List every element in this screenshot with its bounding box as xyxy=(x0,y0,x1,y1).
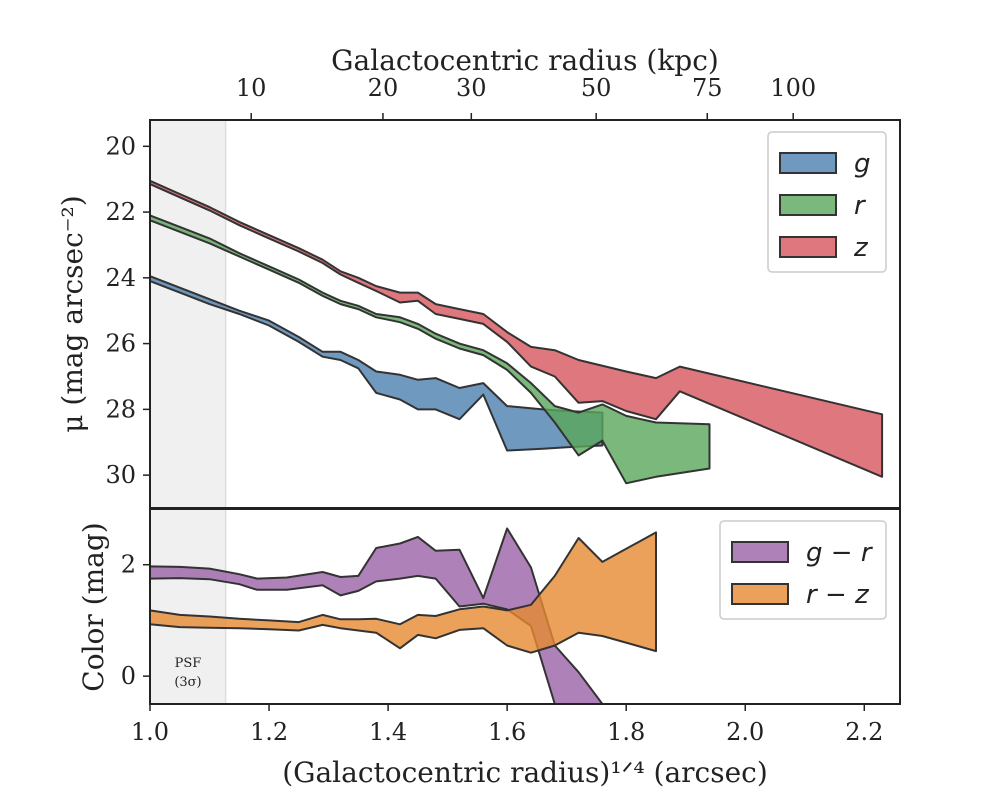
top-axis-label: Galactocentric radius (kpc) xyxy=(331,44,719,77)
top-y-tick-label: 26 xyxy=(105,330,136,358)
bottom-x-tick-label: 1.6 xyxy=(488,718,526,746)
legend-swatch xyxy=(731,583,789,605)
top-secondary-x-ticks: 10 20 30 50 75 100 xyxy=(236,74,816,120)
top-y-tick-label: 28 xyxy=(105,395,136,423)
r-band xyxy=(149,214,711,485)
bottom-legend: g − r r − z xyxy=(719,520,887,620)
top-y-ticks: 20 22 24 26 28 30 xyxy=(105,132,150,489)
top-y-tick-label: 22 xyxy=(105,198,136,226)
bottom-x-axis-label: (Galactocentric radius)¹ᐟ⁴ (arcsec) xyxy=(282,756,768,789)
bottom-y-tick-label: 0 xyxy=(121,662,136,690)
bottom-y-ticks: 02 xyxy=(121,551,150,690)
top-x-tick-label: 50 xyxy=(581,74,612,102)
psf-shaded-region-bottom xyxy=(150,509,226,704)
bottom-x-tick-label: 2.2 xyxy=(845,718,883,746)
bottom-x-tick-label: 1.4 xyxy=(369,718,407,746)
bottom-y-axis-label: Color (mag) xyxy=(77,522,110,691)
g-band xyxy=(149,275,604,452)
psf-annotation-sub: (3σ) xyxy=(174,675,201,690)
top-x-tick-label: 75 xyxy=(692,74,723,102)
top-legend: grz xyxy=(767,131,887,273)
legend-swatch xyxy=(731,541,789,563)
surface-brightness-panel: 20 22 24 26 28 30 10 20 30 50 75 100 Galactocentri… xyxy=(56,44,901,509)
legend-label: r − z xyxy=(806,580,870,610)
r-z-band xyxy=(149,531,657,654)
legend-label: g xyxy=(854,149,871,179)
top-x-tick-label: 30 xyxy=(456,74,487,102)
top-x-tick-label: 20 xyxy=(368,74,399,102)
top-y-tick-label: 24 xyxy=(105,264,136,292)
legend-label: g − r xyxy=(806,538,874,568)
top-y-tick-label: 30 xyxy=(105,461,136,489)
legend-label: z xyxy=(853,233,869,263)
bottom-y-tick-label: 2 xyxy=(121,551,136,579)
legend-swatch xyxy=(779,194,837,216)
color-panel: 02 1.0 1.2 1.4 1.6 1.8 2.0 2.2 (Galactocentric… xyxy=(77,508,901,789)
top-x-tick-label: 100 xyxy=(770,74,816,102)
top-y-axis-label: μ (mag arcsec⁻²) xyxy=(56,195,89,432)
psf-shaded-region-top xyxy=(150,120,226,508)
top-y-tick-label: 20 xyxy=(105,132,136,160)
bottom-panel-frame xyxy=(149,508,901,705)
top-x-tick-label: 10 xyxy=(236,74,267,102)
z-band xyxy=(149,179,884,478)
legend-swatch xyxy=(779,152,837,174)
bottom-x-tick-label: 1.2 xyxy=(250,718,288,746)
bottom-x-tick-label: 1.0 xyxy=(131,718,169,746)
bottom-x-ticks: 1.0 1.2 1.4 1.6 1.8 2.0 2.2 xyxy=(131,704,883,746)
psf-annotation: PSF xyxy=(175,656,202,671)
legend-label: r xyxy=(854,191,867,221)
legend-swatch xyxy=(779,236,837,258)
bottom-x-tick-label: 1.8 xyxy=(607,718,645,746)
top-bands xyxy=(149,179,884,485)
bottom-x-tick-label: 2.0 xyxy=(726,718,764,746)
